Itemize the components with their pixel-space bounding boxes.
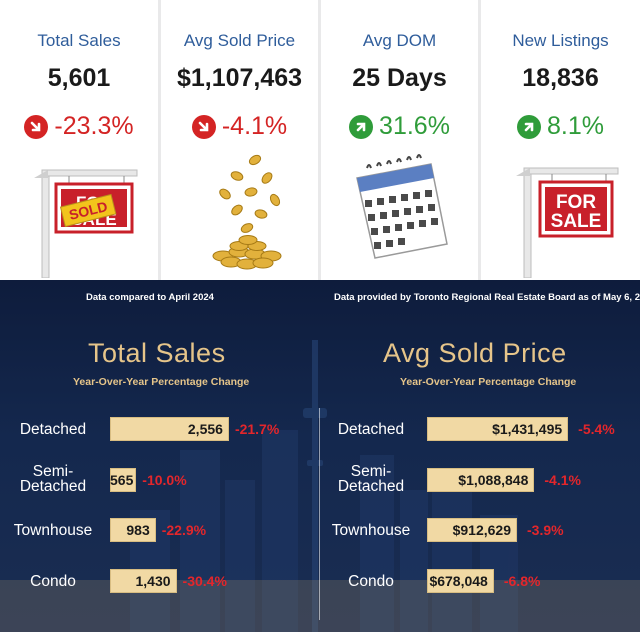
category-label-line: Detached [337,478,405,495]
category-label: Townhouse [320,522,422,539]
avg-price-subtitle: Year-Over-Year Percentage Change [400,376,577,388]
yoy-change-label: -6.8% [503,573,541,589]
kpi-label: Avg DOM [362,31,437,50]
kpi-card-avg-sold-price: Avg Sold Price $1,107,463 -4.1% [161,0,318,280]
category-label: Semi- Detached [320,463,422,495]
kpi-change-text: 8.1% [547,112,604,140]
kpi-strip: Total Sales 5,601 -23.3% FOR SALE SO [0,0,640,280]
bar-value-label: 1,430 [135,573,171,589]
category-label: Semi- Detached [0,463,106,495]
arrow-up-icon [517,114,541,139]
yoy-change-label: -21.7% [234,421,280,437]
kpi-label: Avg Sold Price [183,31,296,50]
kpi-change: 31.6% [321,112,478,141]
bar-value-label: $1,431,495 [492,421,563,437]
category-label-line: Townhouse [331,522,411,539]
kpi-value: 5,601 [47,64,111,92]
for-sale-sign-icon: FOR SALE [481,148,640,278]
sign-text-sale: SALE [550,211,601,232]
bar [110,417,229,441]
bar [110,518,156,542]
bar-value-label: $678,048 [429,573,488,589]
source-note: Data provided by Toronto Regional Real E… [334,292,640,303]
arrow-up-icon [349,114,374,139]
category-label-line: Townhouse [13,522,93,539]
yoy-change-label: -30.4% [182,573,227,589]
category-label-line: Detached [337,421,405,438]
total-sales-title: Total Sales [88,338,226,368]
kpi-card-avg-dom: Avg DOM 25 Days 31.6% [321,0,478,280]
panel-divider [319,408,320,620]
calendar-icon [321,148,478,278]
category-label: Condo [320,573,422,590]
kpi-change: 8.1% [481,112,640,141]
sign-text-for: FOR [555,192,595,213]
kpi-value: 25 Days [352,64,447,92]
kpi-value: $1,107,463 [176,64,303,92]
yoy-change-label: -22.9% [161,522,207,538]
kpi-change-text: -23.3% [54,112,134,140]
bar [110,468,137,492]
category-label-line: Semi- [350,463,392,480]
bar [427,569,494,593]
comparison-note: Data compared to April 2024 [86,292,214,303]
kpi-label: New Listings [512,31,609,50]
kpi-card-total-sales: Total Sales 5,601 -23.3% FOR SALE SO [0,0,158,280]
category-label: Detached [0,421,106,438]
kpi-label: Total Sales [37,31,121,50]
kpi-change: -23.3% [0,112,158,141]
yoy-change-label: -10.0% [142,472,187,488]
bar [427,417,569,441]
gold-coins-icon [161,148,318,278]
arrow-down-icon [191,114,216,139]
yoy-change-label: -4.1% [544,472,581,488]
kpi-change: -4.1% [161,112,318,141]
category-label-line: Semi- [32,463,74,480]
category-label-line: Detached [19,478,87,495]
kpi-change-text: -4.1% [221,112,288,140]
category-label-line: Condo [30,573,76,590]
bar-value-label: 565 [110,472,134,488]
bar-value-label: 983 [126,522,150,538]
category-label: Detached [320,421,422,438]
category-label: Townhouse [0,522,106,539]
bar [427,468,535,492]
yoy-change-label: -5.4% [578,421,615,437]
avg-price-title: Avg Sold Price [383,338,567,368]
category-label-line: Condo [348,573,394,590]
bar-value-label: $912,629 [452,522,511,538]
yoy-change-label: -3.9% [527,522,564,538]
breakdown-panel: Data compared to April 2024 Data provide… [0,280,640,632]
sold-sign-icon: FOR SALE SOLD [0,148,158,278]
category-label: Condo [0,573,106,590]
category-label-line: Detached [19,421,87,438]
kpi-change-text: 31.6% [379,112,450,140]
arrow-down-icon [24,114,49,139]
bar [427,518,517,542]
bar-value-label: 2,556 [187,421,223,437]
bar [110,569,177,593]
kpi-value: 18,836 [522,64,599,92]
total-sales-subtitle: Year-Over-Year Percentage Change [73,376,250,388]
bar-value-label: $1,088,848 [458,472,529,488]
kpi-card-new-listings: New Listings 18,836 8.1% FOR SALE [481,0,640,280]
